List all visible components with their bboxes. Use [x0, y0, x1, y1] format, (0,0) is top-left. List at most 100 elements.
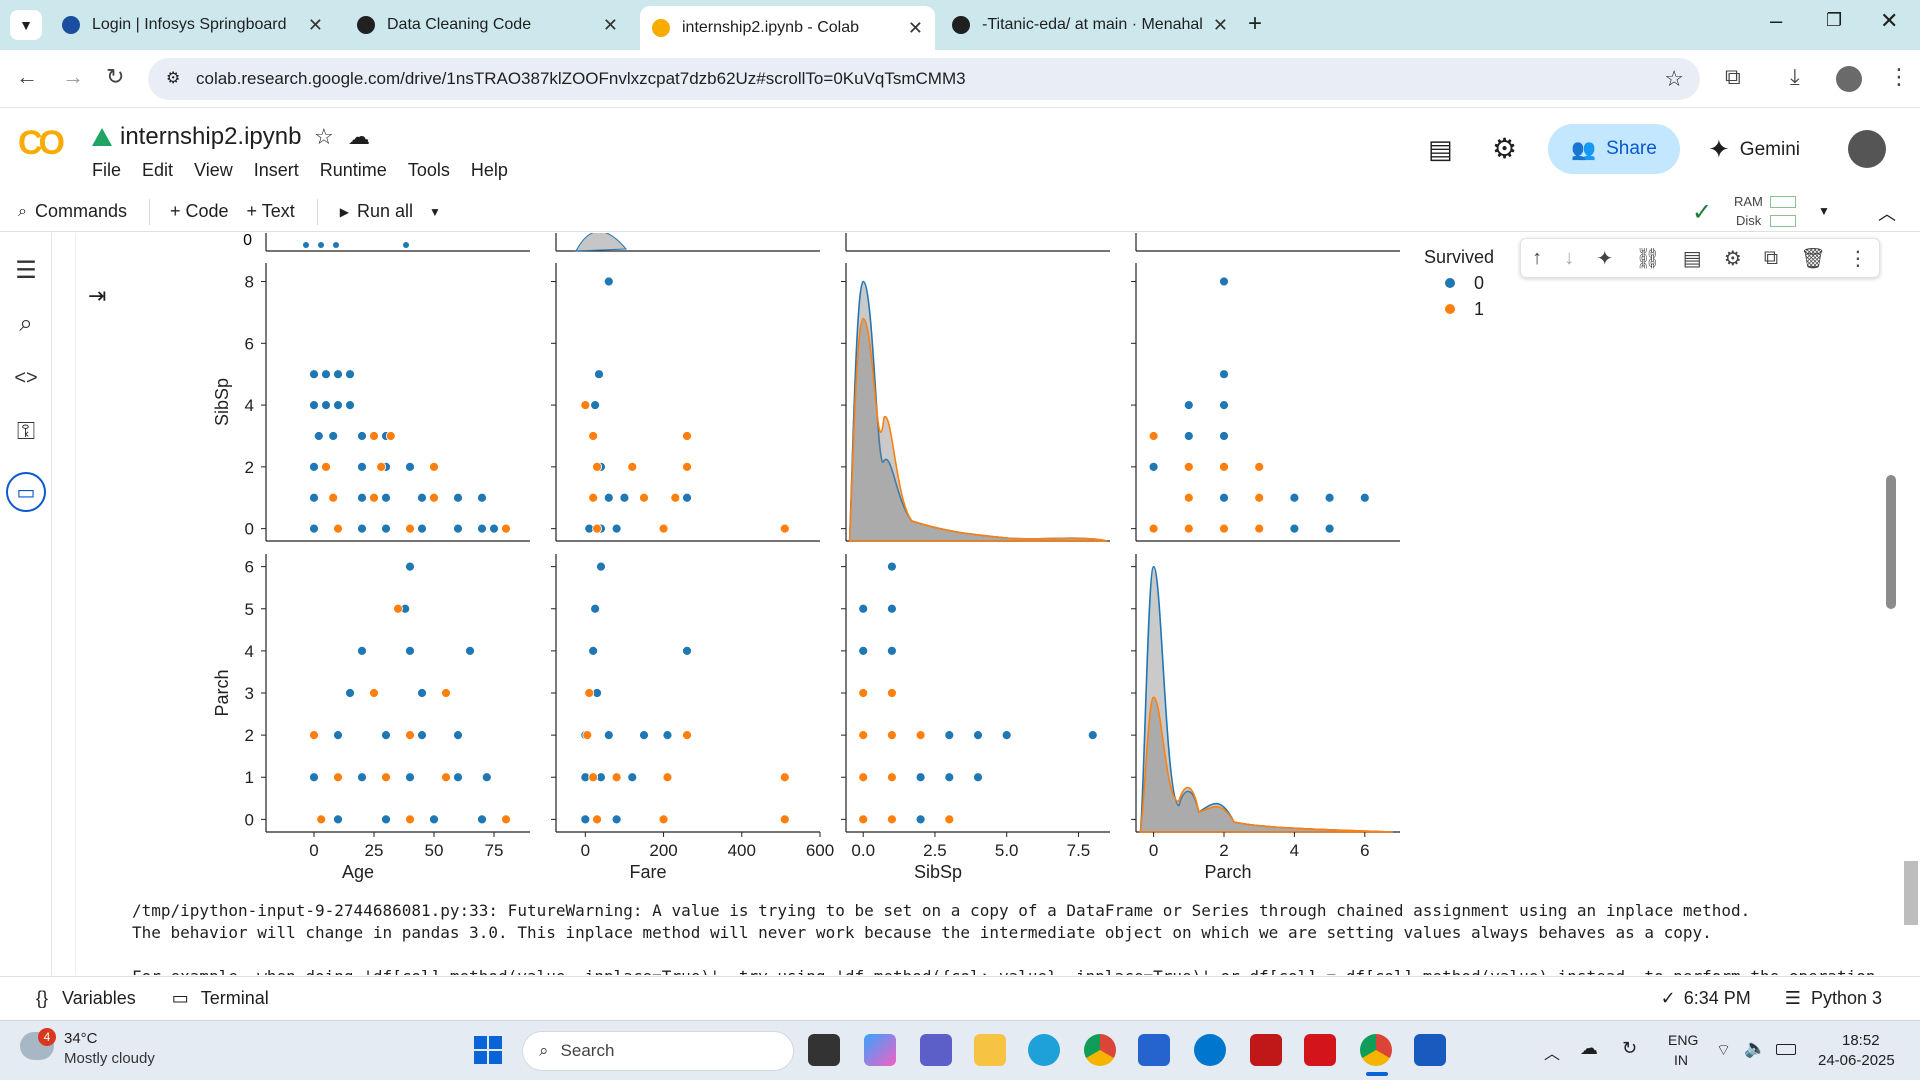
start-button[interactable] [474, 1036, 502, 1064]
file-explorer-icon[interactable] [974, 1034, 1006, 1066]
add-code-button[interactable]: + Code [170, 201, 229, 221]
minimize-button[interactable]: – [1770, 8, 1783, 33]
gemini-button[interactable]: ✦ Gemini [1708, 134, 1800, 164]
chrome-active-icon[interactable] [1360, 1034, 1392, 1066]
site-info-icon[interactable]: ⚙ [166, 70, 181, 87]
menu-view[interactable]: View [194, 160, 233, 180]
battery-icon[interactable] [1776, 1044, 1796, 1055]
settings-gear-icon[interactable]: ⚙ [1492, 133, 1518, 164]
new-tab-button[interactable]: + [1248, 10, 1263, 37]
code-snippets-icon[interactable]: <> [14, 366, 38, 389]
menu-insert[interactable]: Insert [253, 160, 299, 180]
sync-icon[interactable]: ↻ [1622, 1038, 1638, 1058]
terminal-button[interactable]: ▭ Terminal [171, 988, 269, 1008]
account-avatar[interactable] [1848, 130, 1886, 168]
language-line-2[interactable]: IN [1674, 1052, 1688, 1068]
copilot-icon[interactable] [864, 1034, 896, 1066]
table-of-contents-icon[interactable]: ☰ [15, 256, 37, 284]
word-icon[interactable] [1414, 1034, 1446, 1066]
forward-button[interactable]: → [62, 64, 84, 89]
tab-data-cleaning[interactable]: Data Cleaning Code ✕ [345, 8, 630, 42]
outer-scrollbar-thumb[interactable] [1904, 861, 1918, 925]
gemini-sparkle-icon[interactable]: ✦ [1596, 247, 1614, 270]
close-icon[interactable]: ✕ [907, 17, 923, 38]
restore-button[interactable]: ❐ [1826, 10, 1843, 30]
collapse-header-icon[interactable]: ︿ [1878, 204, 1896, 224]
cell-settings-icon[interactable]: ⚙ [1723, 247, 1742, 270]
infosys-favicon-icon [62, 16, 80, 34]
resources-dropdown-icon[interactable]: ▼ [1818, 204, 1830, 218]
scrollbar-thumb[interactable] [1886, 475, 1896, 609]
chevron-down-icon[interactable]: ▼ [429, 204, 441, 219]
chevron-up-icon[interactable]: ︿ [1544, 1046, 1561, 1063]
comment-icon[interactable]: ▤ [1682, 247, 1702, 270]
dell-icon[interactable] [1194, 1034, 1226, 1066]
tab-colab[interactable]: internship2.ipynb - Colab ✕ [640, 6, 935, 50]
move-down-icon[interactable]: ↓ [1564, 246, 1575, 269]
share-button[interactable]: 👥 Share [1548, 124, 1680, 174]
extensions-icon[interactable]: ⧉ [1725, 64, 1741, 89]
scatter-point [590, 400, 601, 410]
delete-icon[interactable]: 🗑 [1800, 247, 1826, 270]
back-button[interactable]: ← [16, 64, 38, 89]
colab-logo[interactable]: CO [18, 124, 65, 162]
scatter-point [603, 276, 614, 287]
mirror-cell-icon[interactable]: ⧉ [1763, 246, 1779, 269]
task-view-icon[interactable] [808, 1034, 840, 1066]
menu-tools[interactable]: Tools [407, 160, 450, 180]
menu-runtime[interactable]: Runtime [319, 160, 387, 180]
scatter-point [887, 772, 897, 783]
move-up-icon[interactable]: ↑ [1532, 246, 1543, 269]
scatter-point [357, 492, 367, 503]
teams-icon[interactable] [920, 1034, 952, 1066]
files-folder-icon[interactable]: ▭ [6, 472, 46, 512]
scatter-point [309, 772, 319, 783]
mcafee-icon[interactable] [1250, 1034, 1282, 1066]
variables-button[interactable]: {} Variables [36, 988, 136, 1008]
find-replace-icon[interactable]: ⌕ [19, 310, 33, 337]
terminal-icon: ▭ [171, 988, 189, 1008]
browser-menu-icon[interactable]: ⋮ [1888, 64, 1910, 89]
scatter-point [858, 645, 869, 656]
tab-github[interactable]: -Titanic-eda/ at main · Menahal ✕ [940, 8, 1240, 42]
acrobat-icon[interactable] [1304, 1034, 1336, 1066]
menu-edit[interactable]: Edit [142, 160, 174, 180]
close-icon[interactable]: ✕ [307, 14, 323, 35]
close-icon[interactable]: ✕ [602, 14, 618, 35]
url-bar[interactable]: ⚙ colab.research.google.com/drive/1nsTRA… [148, 58, 1700, 100]
taskbar-search[interactable]: ⌕ Search [522, 1031, 794, 1071]
close-window-button[interactable]: ✕ [1880, 8, 1899, 33]
profile-avatar[interactable] [1836, 66, 1862, 92]
y-axis-label: SibSp [212, 378, 232, 426]
close-icon[interactable]: ✕ [1212, 14, 1228, 35]
clock-date[interactable]: 24-06-2025 [1818, 1052, 1895, 1069]
reload-button[interactable]: ↻ [106, 64, 125, 89]
output-collapse-icon[interactable]: ⇥ [88, 283, 107, 308]
secrets-key-icon[interactable]: ⚿ [16, 418, 36, 445]
commands-button[interactable]: ⌕ Commands [18, 201, 127, 221]
chrome-icon[interactable] [1084, 1034, 1116, 1066]
run-all-button[interactable]: ▶ Run all ▼ [339, 201, 441, 221]
star-icon[interactable]: ☆ [314, 124, 334, 149]
more-options-icon[interactable]: ⋮ [1847, 247, 1868, 270]
store-icon[interactable] [1138, 1034, 1170, 1066]
menu-file[interactable]: File [92, 160, 122, 180]
tab-search-button[interactable]: ▼ [10, 10, 42, 40]
tab-infosys[interactable]: Login | Infosys Springboard ✕ [50, 8, 335, 42]
scatter-point [369, 431, 379, 441]
add-text-button[interactable]: + Text [246, 201, 295, 221]
clock-time[interactable]: 18:52 [1842, 1032, 1880, 1049]
volume-icon[interactable]: 🔈 [1744, 1038, 1767, 1058]
download-icon[interactable]: ⤓ [1790, 64, 1800, 89]
menu-help[interactable]: Help [470, 160, 508, 180]
comments-icon[interactable]: ▤ [1428, 134, 1453, 164]
wifi-icon[interactable]: ⌔ [1716, 1042, 1732, 1059]
notebook-title[interactable]: internship2.ipynb [120, 123, 302, 150]
language-line-1[interactable]: ENG [1668, 1032, 1699, 1048]
onedrive-icon[interactable]: ☁ [1580, 1038, 1598, 1058]
scatter-point [376, 461, 387, 472]
link-icon[interactable]: ⛓ [1635, 247, 1661, 270]
bookmark-star-icon[interactable]: ☆ [1664, 66, 1684, 91]
runtime-type[interactable]: ☰ Python 3 [1784, 988, 1882, 1008]
edge-icon[interactable] [1028, 1034, 1060, 1066]
